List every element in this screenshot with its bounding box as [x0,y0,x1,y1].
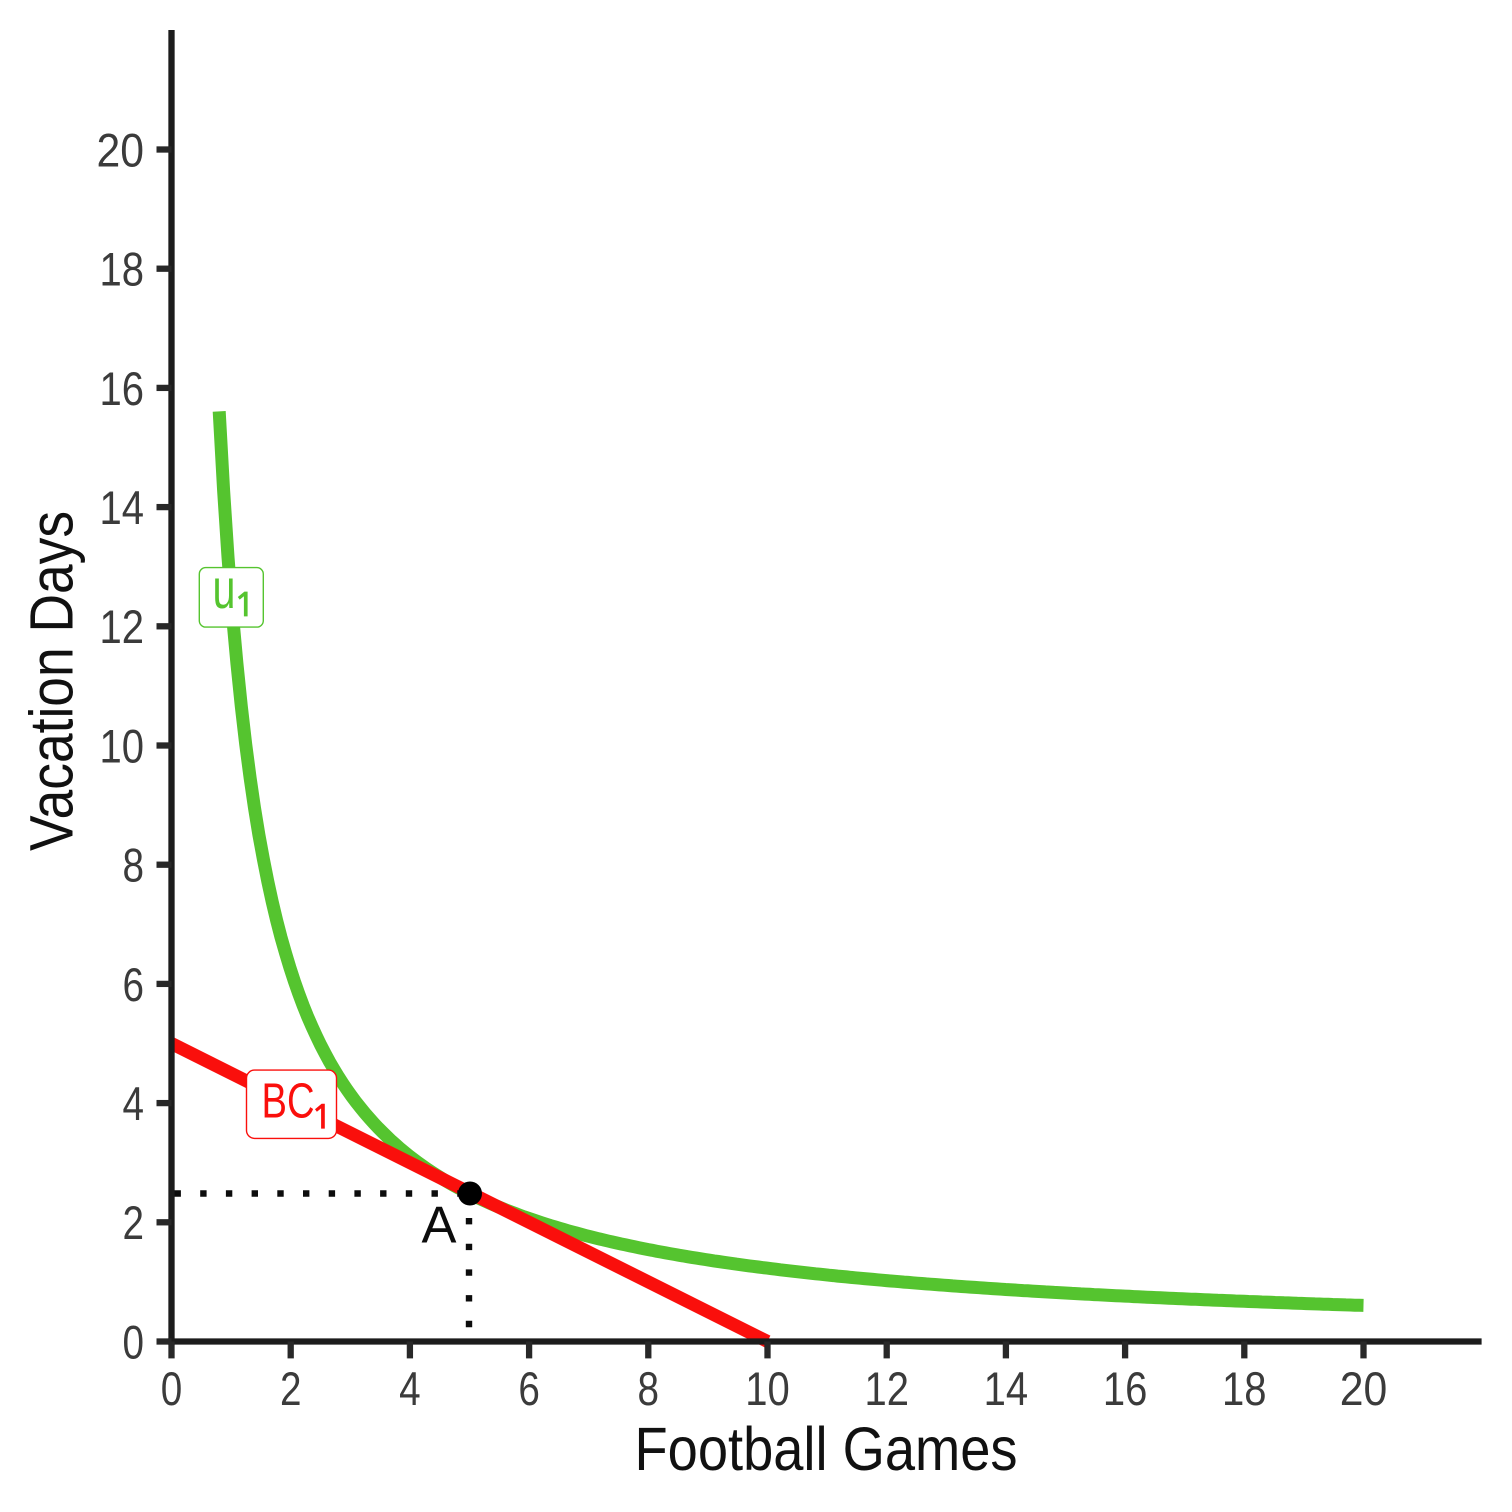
svg-text:0: 0 [123,1315,145,1368]
svg-text:16: 16 [100,362,145,415]
svg-text:8: 8 [638,1362,660,1415]
svg-text:10: 10 [100,719,145,772]
svg-text:12: 12 [864,1362,909,1415]
svg-text:u: u [213,557,236,620]
svg-text:10: 10 [745,1362,790,1415]
svg-text:12: 12 [100,600,145,653]
svg-text:20: 20 [1340,1362,1388,1415]
svg-text:6: 6 [123,958,145,1011]
svg-text:A: A [422,1196,457,1254]
svg-text:20: 20 [97,123,145,176]
svg-text:4: 4 [399,1362,421,1415]
svg-text:Football Games: Football Games [635,1415,1018,1483]
svg-text:14: 14 [984,1362,1029,1415]
svg-text:2: 2 [280,1362,302,1415]
svg-text:4: 4 [123,1077,145,1130]
svg-text:18: 18 [1222,1362,1267,1415]
svg-text:2: 2 [123,1196,145,1249]
svg-text:Vacation Days: Vacation Days [18,511,86,851]
svg-text:6: 6 [518,1362,540,1415]
svg-text:16: 16 [1103,1362,1148,1415]
svg-text:BC: BC [262,1074,315,1129]
svg-text:14: 14 [100,481,145,534]
svg-text:18: 18 [100,243,145,296]
svg-text:0: 0 [161,1362,183,1415]
svg-text:8: 8 [123,839,145,892]
